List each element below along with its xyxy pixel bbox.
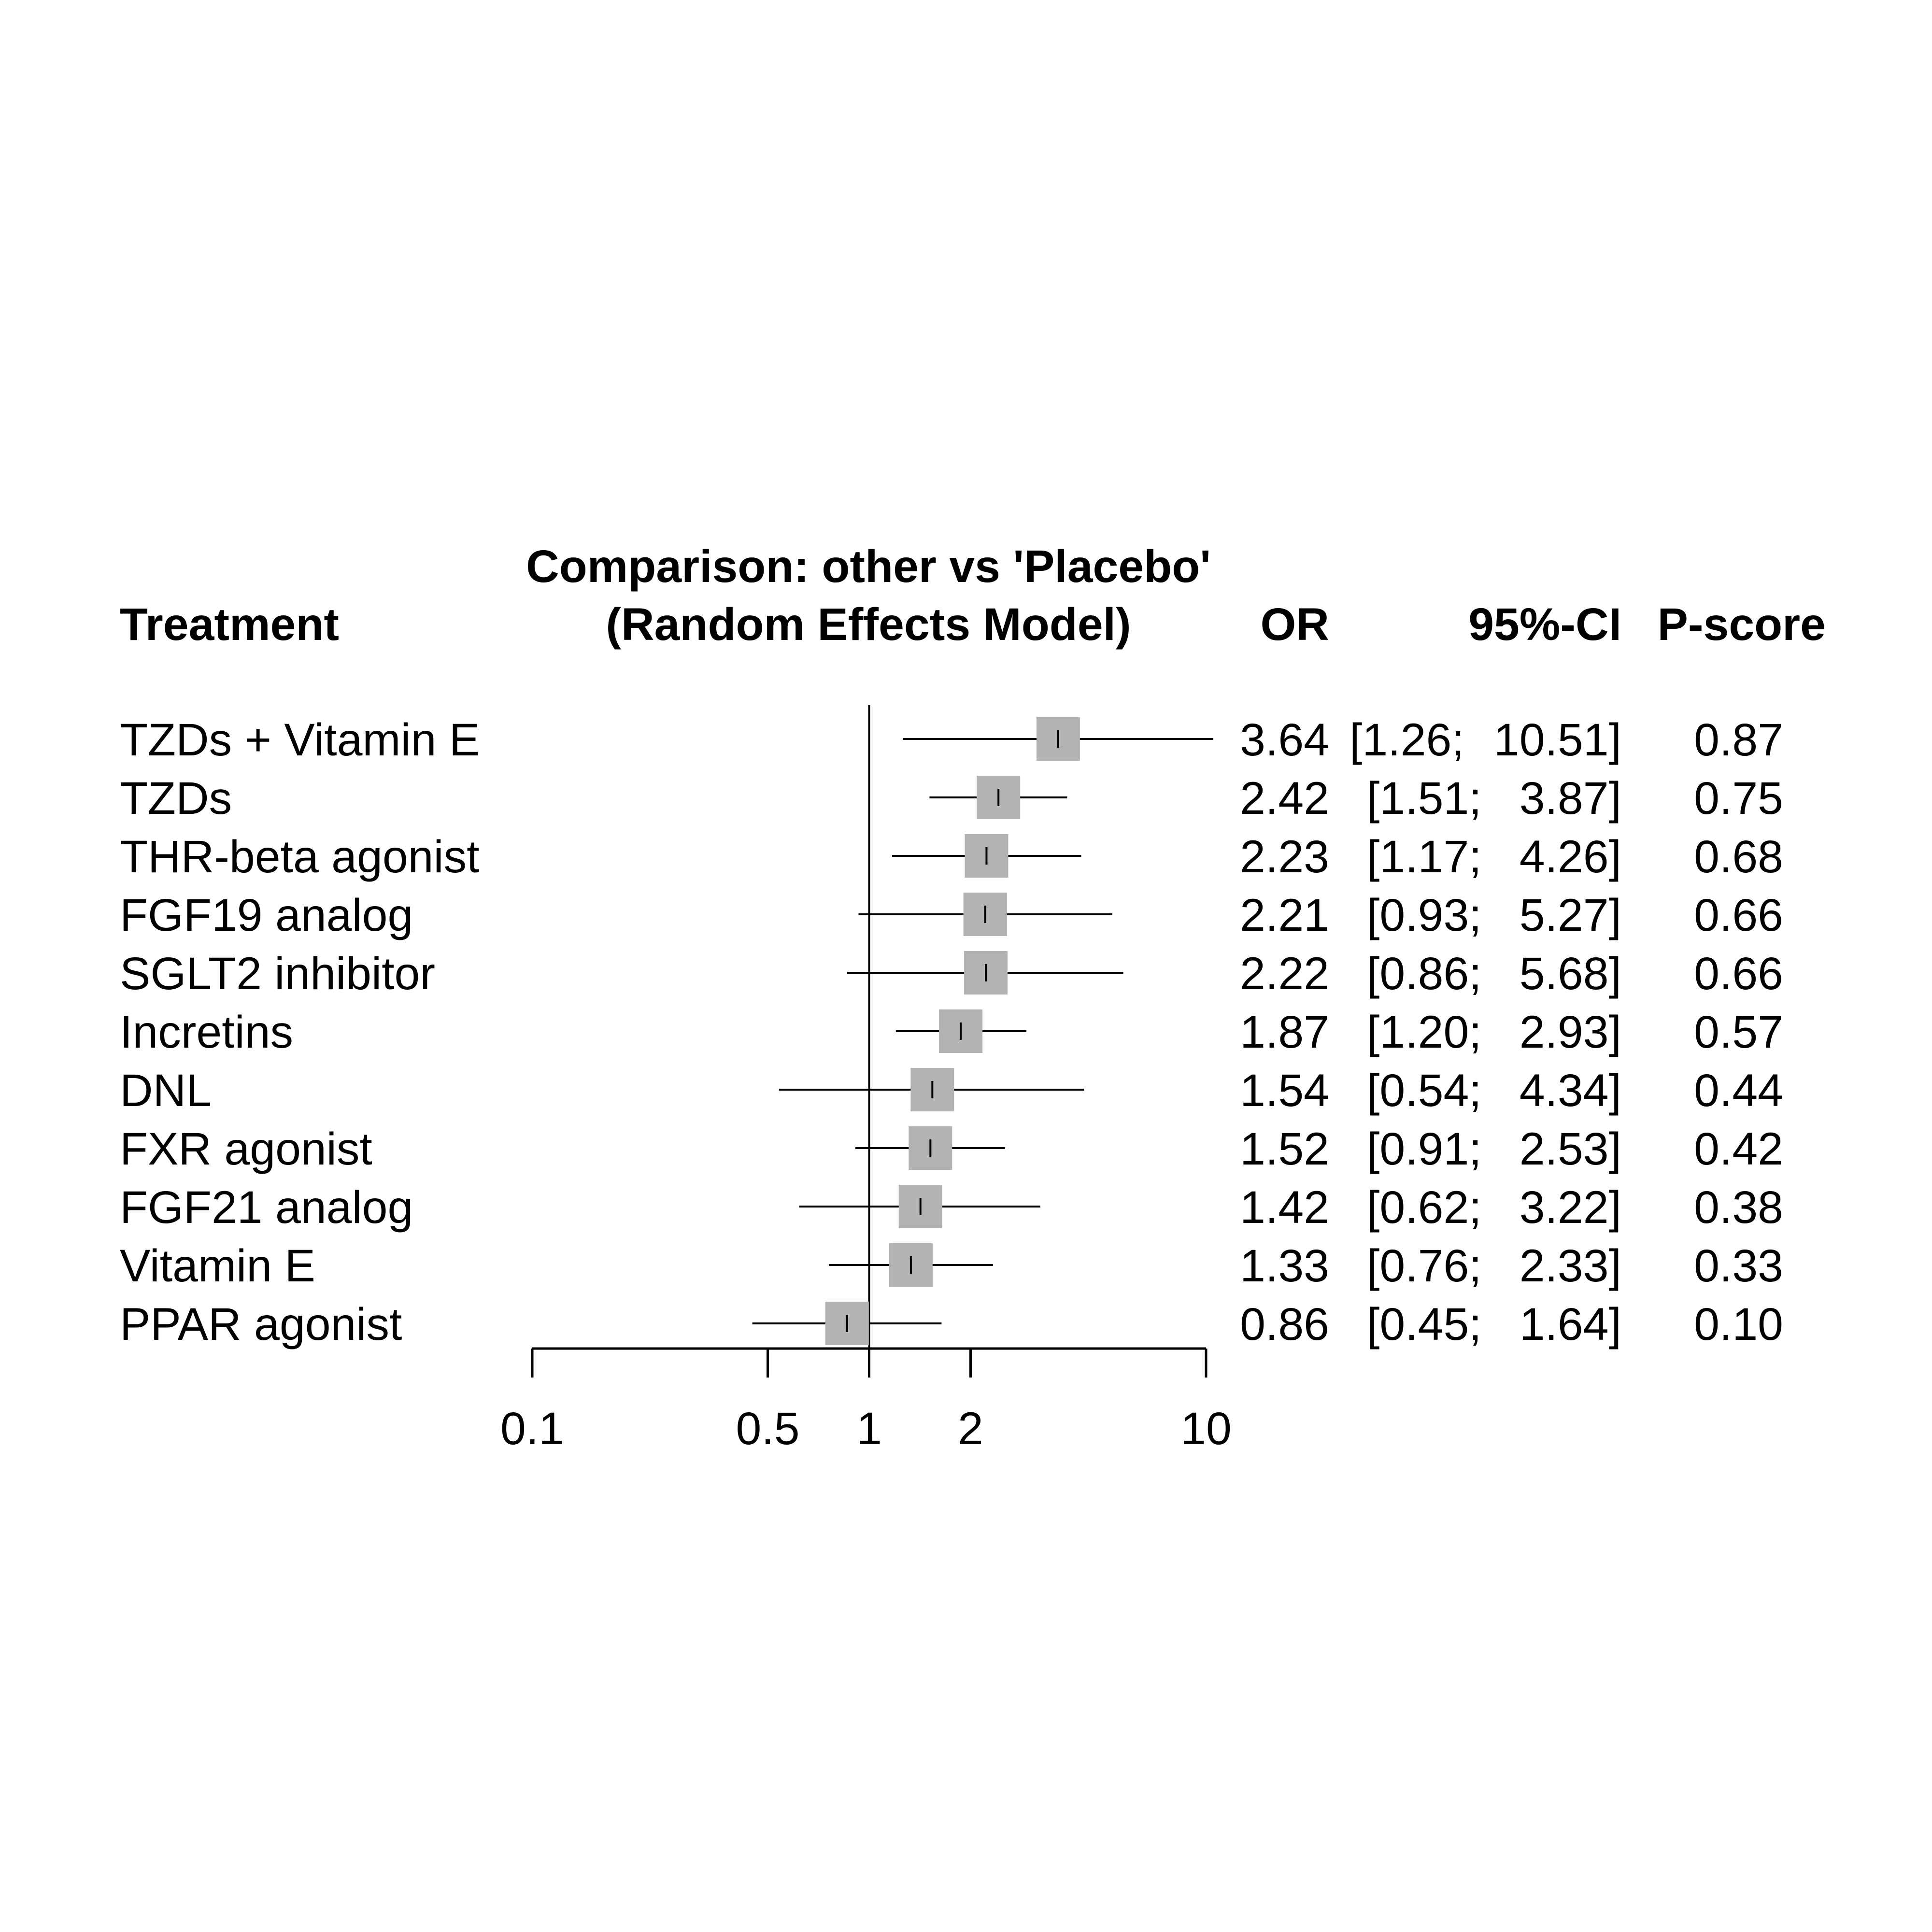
treatment-label: FGF21 analog [120, 1182, 413, 1233]
treatment-label: FXR agonist [120, 1123, 372, 1175]
treatment-label: DNL [120, 1065, 212, 1116]
ci-upper-value: 4.34] [1520, 1065, 1621, 1116]
or-value: 1.52 [1240, 1123, 1329, 1175]
ci-upper-value: 2.53] [1520, 1123, 1621, 1175]
ci-upper-value: 1.64] [1520, 1299, 1621, 1350]
ci-lower-value: [0.45; [1367, 1299, 1482, 1350]
pscore-header: P-score [1657, 599, 1826, 650]
forest-row: FXR agonist 1.52 [0.91; 2.53] 0.42 [120, 1123, 1783, 1175]
ci-upper-value: 5.27] [1520, 890, 1621, 941]
treatment-label: THR-beta agonist [120, 831, 480, 882]
or-value: 2.21 [1240, 890, 1329, 941]
forest-row: Incretins 1.87 [1.20; 2.93] 0.57 [120, 1007, 1783, 1058]
ci-upper-value: 3.22] [1520, 1182, 1621, 1233]
treatment-label: Vitamin E [120, 1240, 315, 1292]
or-value: 1.42 [1240, 1182, 1329, 1233]
ci-lower-value: [0.86; [1367, 948, 1482, 999]
pscore-value: 0.66 [1694, 890, 1783, 941]
ci-lower-value: [1.20; [1367, 1007, 1482, 1058]
treatment-label: FGF19 analog [120, 890, 413, 941]
comparison-title-line1: Comparison: other vs 'Placebo' [526, 541, 1211, 592]
ci-header: 95%-CI [1468, 599, 1621, 650]
forest-row: TZDs + Vitamin E 3.64 [1.26; 10.51] 0.87 [120, 714, 1783, 766]
or-value: 2.23 [1240, 831, 1329, 882]
ci-lower-value: [0.76; [1367, 1240, 1482, 1292]
x-axis-tick-label: 1 [856, 1403, 882, 1454]
x-axis-tick-label: 2 [958, 1403, 983, 1454]
or-value: 2.42 [1240, 773, 1329, 824]
or-value: 0.86 [1240, 1299, 1329, 1350]
ci-upper-value: 5.68] [1520, 948, 1621, 999]
x-axis-tick-label: 0.1 [500, 1403, 564, 1454]
or-value: 1.87 [1240, 1007, 1329, 1058]
comparison-title-line2: (Random Effects Model) [606, 599, 1131, 650]
forest-row: FGF19 analog 2.21 [0.93; 5.27] 0.66 [120, 890, 1783, 941]
ci-lower-value: [1.17; [1367, 831, 1482, 882]
x-axis: 0.1 0.5 1 2 10 [500, 1347, 1232, 1454]
forest-row: THR-beta agonist 2.23 [1.17; 4.26] 0.68 [120, 831, 1783, 882]
pscore-value: 0.75 [1694, 773, 1783, 824]
ci-lower-value: [1.51; [1367, 773, 1482, 824]
ci-upper-value: 2.93] [1520, 1007, 1621, 1058]
pscore-value: 0.57 [1694, 1007, 1783, 1058]
ci-lower-value: [0.91; [1367, 1123, 1482, 1175]
forest-row: FGF21 analog 1.42 [0.62; 3.22] 0.38 [120, 1182, 1783, 1233]
x-axis-tick-label: 10 [1180, 1403, 1232, 1454]
pscore-value: 0.87 [1694, 714, 1783, 766]
treatment-label: SGLT2 inhibitor [120, 948, 435, 999]
forest-row: PPAR agonist 0.86 [0.45; 1.64] 0.10 [120, 1299, 1783, 1350]
treatment-label: Incretins [120, 1007, 293, 1058]
ci-lower-value: [0.93; [1367, 890, 1482, 941]
pscore-value: 0.42 [1694, 1123, 1783, 1175]
ci-lower-value: [0.62; [1367, 1182, 1482, 1233]
treatment-label: TZDs + Vitamin E [120, 714, 480, 766]
pscore-value: 0.33 [1694, 1240, 1783, 1292]
x-axis-tick-label: 0.5 [736, 1403, 799, 1454]
pscore-value: 0.10 [1694, 1299, 1783, 1350]
ci-upper-value: 2.33] [1520, 1240, 1621, 1292]
treatment-label: TZDs [120, 773, 232, 824]
treatment-label: PPAR agonist [120, 1299, 402, 1350]
ci-upper-value: 3.87] [1520, 773, 1621, 824]
forest-row: Vitamin E 1.33 [0.76; 2.33] 0.33 [120, 1240, 1783, 1292]
or-header: OR [1261, 599, 1330, 650]
ci-upper-value: 4.26] [1520, 831, 1621, 882]
ci-upper-value: 10.51] [1494, 714, 1621, 766]
or-value: 1.54 [1240, 1065, 1329, 1116]
x-axis-ticks: 0.1 0.5 1 2 10 [500, 1349, 1232, 1454]
or-value: 2.22 [1240, 948, 1329, 999]
ci-lower-value: [0.54; [1367, 1065, 1482, 1116]
forest-row: SGLT2 inhibitor 2.22 [0.86; 5.68] 0.66 [120, 948, 1783, 999]
forest-rows: TZDs + Vitamin E 3.64 [1.26; 10.51] 0.87TZDs… [120, 714, 1783, 1350]
forest-row: TZDs 2.42 [1.51; 3.87] 0.75 [120, 773, 1783, 824]
or-value: 3.64 [1240, 714, 1329, 766]
forest-row: DNL 1.54 [0.54; 4.34] 0.44 [120, 1065, 1783, 1116]
or-value: 1.33 [1240, 1240, 1329, 1292]
pscore-value: 0.44 [1694, 1065, 1783, 1116]
pscore-value: 0.68 [1694, 831, 1783, 882]
treatment-header: Treatment [120, 599, 339, 650]
ci-lower-value: [1.26; [1350, 714, 1464, 766]
pscore-value: 0.38 [1694, 1182, 1783, 1233]
pscore-value: 0.66 [1694, 948, 1783, 999]
